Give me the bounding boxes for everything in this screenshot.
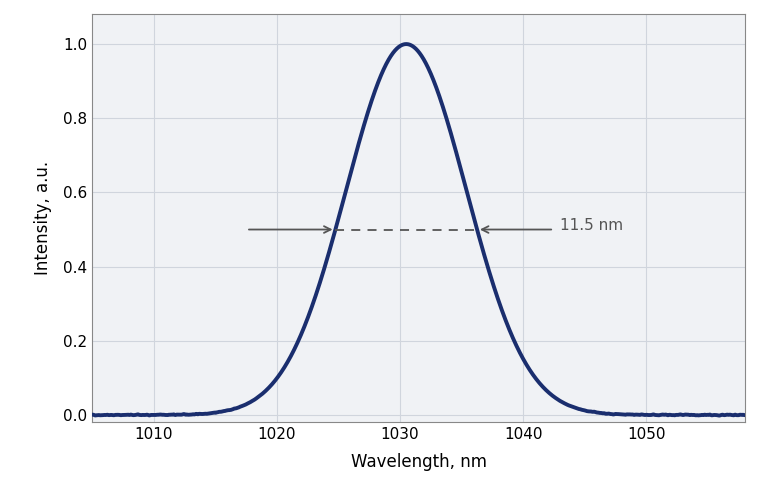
Text: 11.5 nm: 11.5 nm <box>560 218 624 233</box>
Y-axis label: Intensity, a.u.: Intensity, a.u. <box>34 161 52 276</box>
X-axis label: Wavelength, nm: Wavelength, nm <box>350 454 487 471</box>
